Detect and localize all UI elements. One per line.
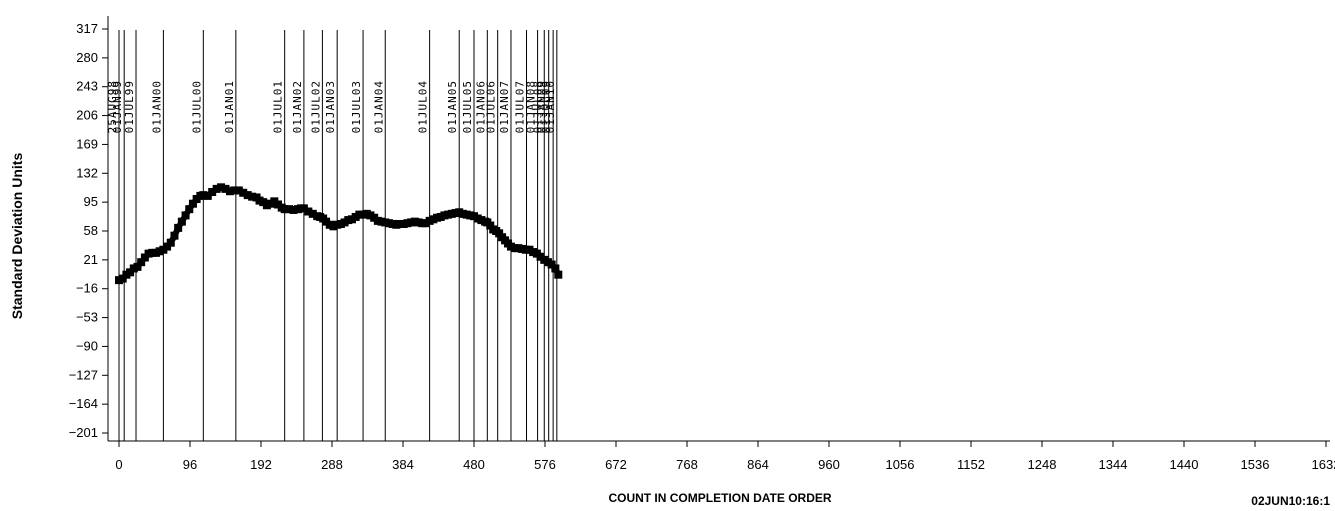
x-tick-label: 576 [534,457,556,472]
data-point [239,188,248,197]
axes: 317 280 243 206 169 132 95 58 21 −16 −53 −90 −127 −16… [69,16,1335,472]
data-point [133,262,142,271]
date-marker-label: 01JUL03 [350,80,363,133]
date-marker-label: 25AUG98 [106,80,119,133]
data-series [115,183,563,285]
date-marker-label: 01JUL02 [309,80,322,133]
y-tick-label: 58 [84,223,98,238]
data-point [212,184,221,193]
date-marker-label: 01JAN04 [372,80,385,133]
data-point [177,217,186,226]
date-marker-label: 01JAN06 [474,80,487,133]
footer-stamp: 02JUN10:16:1 [1251,494,1330,508]
date-marker-label: 01JUL09 [540,80,553,133]
y-tick-label: 317 [76,21,98,36]
date-marker-label: 01JAN05 [446,80,459,133]
y-tick-label: 169 [76,136,98,151]
data-point [217,183,226,192]
x-axis-title: COUNT IN COMPLETION DATE ORDER [608,491,831,505]
date-marker-label: 01JUL08 [531,80,544,133]
x-tick-label: 96 [183,457,197,472]
date-marker-label: 01JUL00 [190,80,203,133]
data-point [299,204,308,213]
data-point [289,205,298,214]
data-point [554,270,563,279]
date-marker-label: 01JAN10 [544,80,557,133]
data-point [225,187,234,196]
date-marker-label: 01JUL06 [485,80,498,133]
x-tick-label: 0 [115,457,122,472]
x-tick-label: 480 [463,457,485,472]
y-tick-label: 280 [76,50,98,65]
x-tick-label: 864 [747,457,769,472]
y-tick-label: 95 [84,194,98,209]
x-tick-label: 288 [321,457,343,472]
y-tick-label: 206 [76,108,98,123]
data-point [166,238,175,247]
data-point [308,209,317,218]
date-marker-label: 01JAN99 [111,80,124,133]
data-point [230,186,239,195]
date-marker-label: 01JAN00 [150,80,163,133]
x-tick-label: 384 [392,457,414,472]
data-point [248,192,257,201]
data-point [208,188,217,197]
date-marker-label: 01JAN01 [223,80,236,133]
date-marker-label: 01JUL07 [514,80,527,133]
data-point [185,205,194,214]
data-point [551,264,560,273]
date-marker-label: 01JUL01 [272,80,285,133]
data-point [203,191,212,200]
y-tick-label: −164 [69,396,98,411]
x-tick-label: 1536 [1241,457,1270,472]
y-tick-label: 132 [76,165,98,180]
x-tick-label: 1344 [1099,457,1128,472]
y-tick-label: 21 [84,252,98,267]
date-marker-label: 01JAN09 [536,80,549,133]
data-point [199,191,208,200]
data-point [221,184,230,193]
y-tick-label: 243 [76,79,98,94]
y-tick-label: −201 [69,425,98,440]
x-tick-label: 960 [818,457,840,472]
y-tick-label: −127 [69,367,98,382]
data-point [280,205,289,214]
data-point [137,258,146,267]
data-point [285,205,294,214]
date-marker-label: 01JUL99 [123,80,136,133]
data-point [304,207,313,216]
x-tick-label: 1056 [886,457,915,472]
x-tick-label: 1152 [957,457,985,472]
date-marker-label: 01JAN03 [324,80,337,133]
date-marker-label: 01JUL04 [417,80,430,133]
data-point [234,186,243,195]
data-point [188,199,197,208]
y-axis-title: Standard Deviation Units [9,153,25,320]
date-marker-label: 01JAN02 [291,80,304,133]
data-point [174,223,183,232]
date-marker-label: 01JAN08 [525,80,538,133]
x-tick-label: 768 [676,457,698,472]
x-tick-label: 1248 [1028,457,1057,472]
y-tick-label: −16 [76,281,98,296]
data-point [170,231,179,240]
data-point [181,211,190,220]
x-tick-label: 1440 [1170,457,1199,472]
y-tick-label: −90 [76,338,98,353]
y-tick-label: −53 [76,310,98,325]
data-point [243,191,252,200]
date-marker-label: 01JUL05 [461,80,474,133]
date-marker-label: 01JAN07 [498,80,511,133]
x-tick-label: 192 [250,457,272,472]
x-tick-label: 672 [605,457,627,472]
